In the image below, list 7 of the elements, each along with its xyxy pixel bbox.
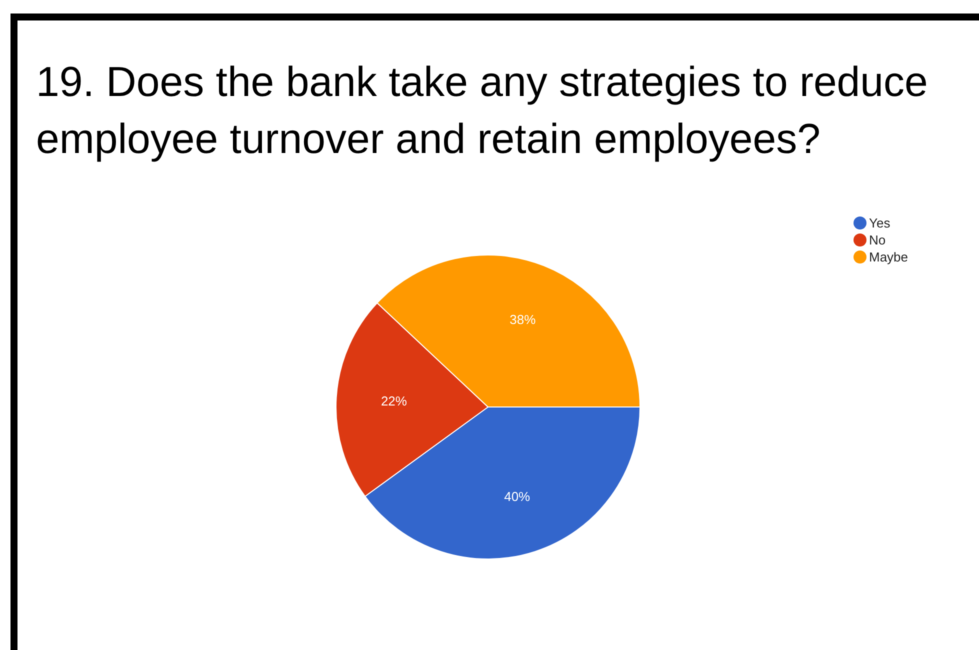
legend-label: No bbox=[869, 232, 886, 248]
legend-label: Maybe bbox=[869, 250, 908, 265]
data-label: 22% bbox=[380, 394, 408, 409]
data-label: 40% bbox=[504, 489, 531, 504]
chart-title: 19. Does the bank take any strategies to reduce employee turnover and retain employees? bbox=[36, 58, 928, 162]
legend-label: Yes bbox=[869, 216, 891, 231]
data-label: 38% bbox=[510, 312, 536, 327]
